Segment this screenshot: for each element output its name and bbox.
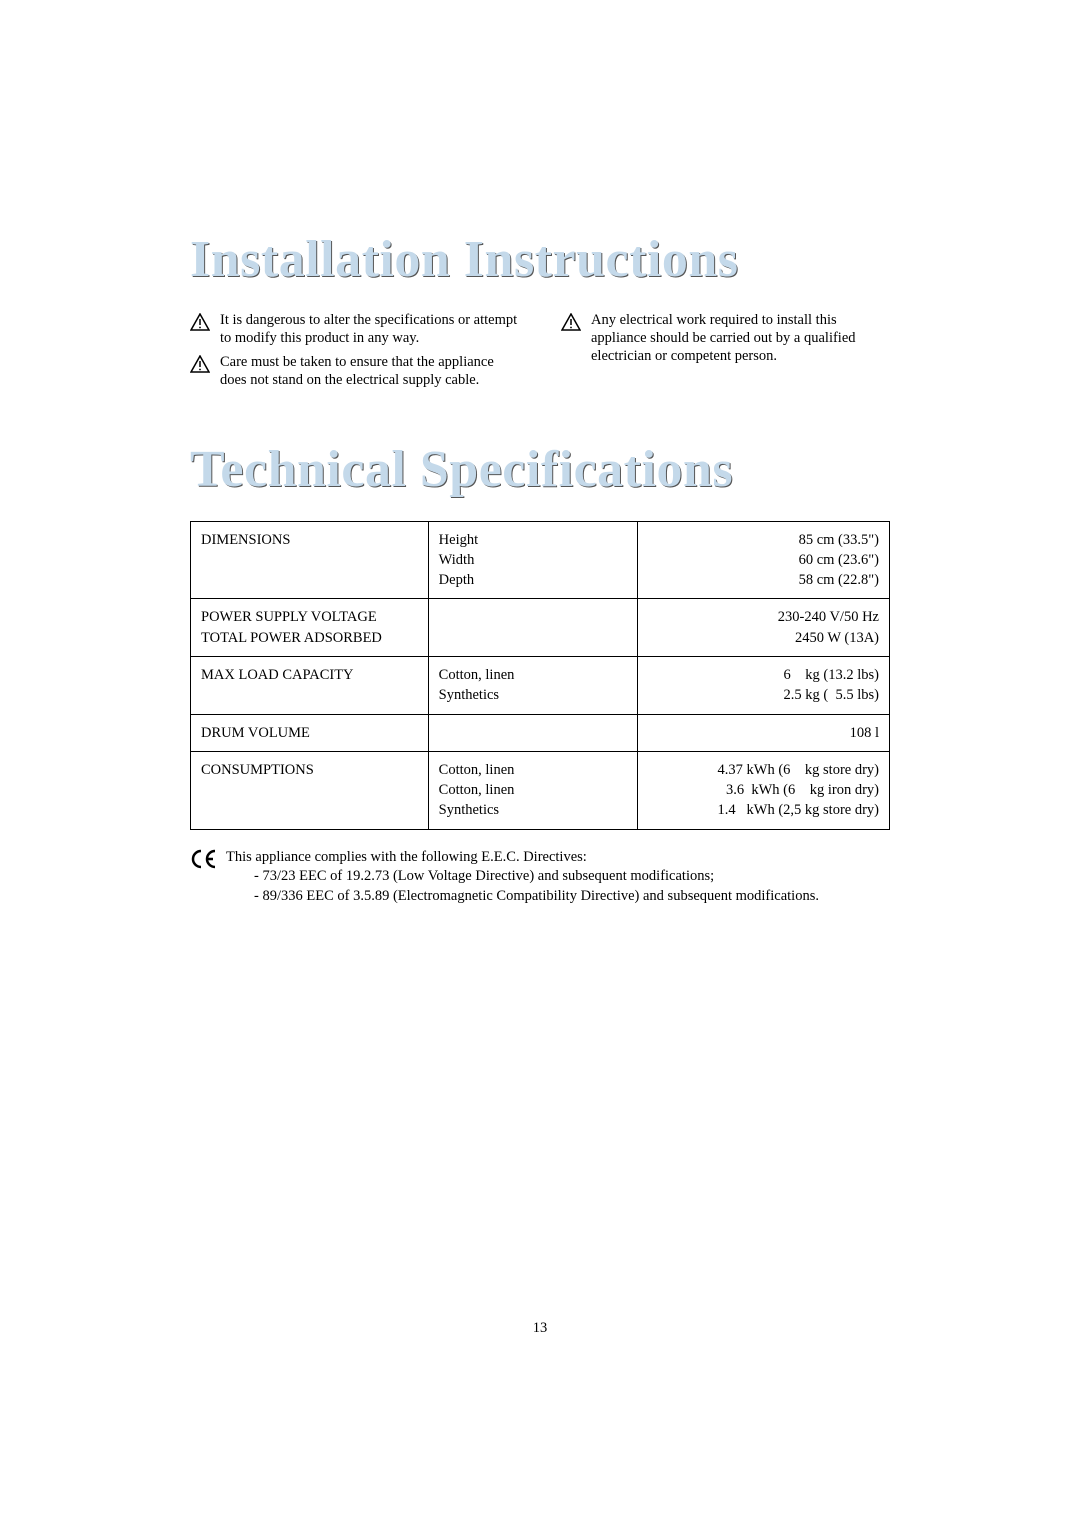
spec-mid-cell: Cotton, linen Cotton, linen Synthetics [428, 751, 638, 829]
table-row: POWER SUPPLY VOLTAGE TOTAL POWER ADSORBE… [191, 599, 890, 657]
compliance-line: - 89/336 EEC of 3.5.89 (Electromagnetic … [226, 887, 819, 907]
heading-installation: Installation Instructions [190, 230, 890, 289]
warning-item: Care must be taken to ensure that the ap… [190, 353, 519, 389]
compliance-block: This appliance complies with the followi… [190, 848, 890, 907]
warnings-right-column: Any electrical work required to install … [561, 311, 890, 390]
spec-label-cell: DIMENSIONS [191, 521, 429, 599]
spec-label-cell: CONSUMPTIONS [191, 751, 429, 829]
table-row: CONSUMPTIONSCotton, linen Cotton, linen … [191, 751, 890, 829]
warning-triangle-icon [561, 313, 581, 336]
spec-label-cell: DRUM VOLUME [191, 714, 429, 751]
specifications-table: DIMENSIONSHeight Width Depth85 cm (33.5"… [190, 521, 890, 830]
spec-value-cell: 108 l [638, 714, 890, 751]
spec-mid-cell [428, 714, 638, 751]
spec-label-cell: POWER SUPPLY VOLTAGE TOTAL POWER ADSORBE… [191, 599, 429, 657]
spec-value-cell: 4.37 kWh (6 kg store dry) 3.6 kWh (6 kg … [638, 751, 890, 829]
warning-item: Any electrical work required to install … [561, 311, 890, 365]
table-row: DRUM VOLUME 108 l [191, 714, 890, 751]
warnings-container: It is dangerous to alter the specificati… [190, 311, 890, 390]
compliance-text: This appliance complies with the followi… [226, 848, 819, 907]
ce-mark-icon [190, 849, 218, 873]
compliance-line: This appliance complies with the followi… [226, 848, 819, 868]
spec-mid-cell: Cotton, linen Synthetics [428, 656, 638, 714]
warning-item: It is dangerous to alter the specificati… [190, 311, 519, 347]
spec-mid-cell [428, 599, 638, 657]
warning-text: It is dangerous to alter the specificati… [220, 311, 519, 347]
spec-mid-cell: Height Width Depth [428, 521, 638, 599]
spec-value-cell: 6 kg (13.2 lbs) 2.5 kg ( 5.5 lbs) [638, 656, 890, 714]
warning-triangle-icon [190, 355, 210, 378]
spec-label-cell: MAX LOAD CAPACITY [191, 656, 429, 714]
warning-text: Care must be taken to ensure that the ap… [220, 353, 519, 389]
warning-triangle-icon [190, 313, 210, 336]
spec-value-cell: 85 cm (33.5") 60 cm (23.6") 58 cm (22.8"… [638, 521, 890, 599]
compliance-line: - 73/23 EEC of 19.2.73 (Low Voltage Dire… [226, 867, 819, 887]
table-row: MAX LOAD CAPACITYCotton, linen Synthetic… [191, 656, 890, 714]
warning-text: Any electrical work required to install … [591, 311, 890, 365]
spec-value-cell: 230-240 V/50 Hz 2450 W (13A) [638, 599, 890, 657]
heading-specifications: Technical Specifications [190, 440, 890, 499]
warnings-left-column: It is dangerous to alter the specificati… [190, 311, 519, 390]
table-row: DIMENSIONSHeight Width Depth85 cm (33.5"… [191, 521, 890, 599]
page-number: 13 [0, 1320, 1080, 1337]
